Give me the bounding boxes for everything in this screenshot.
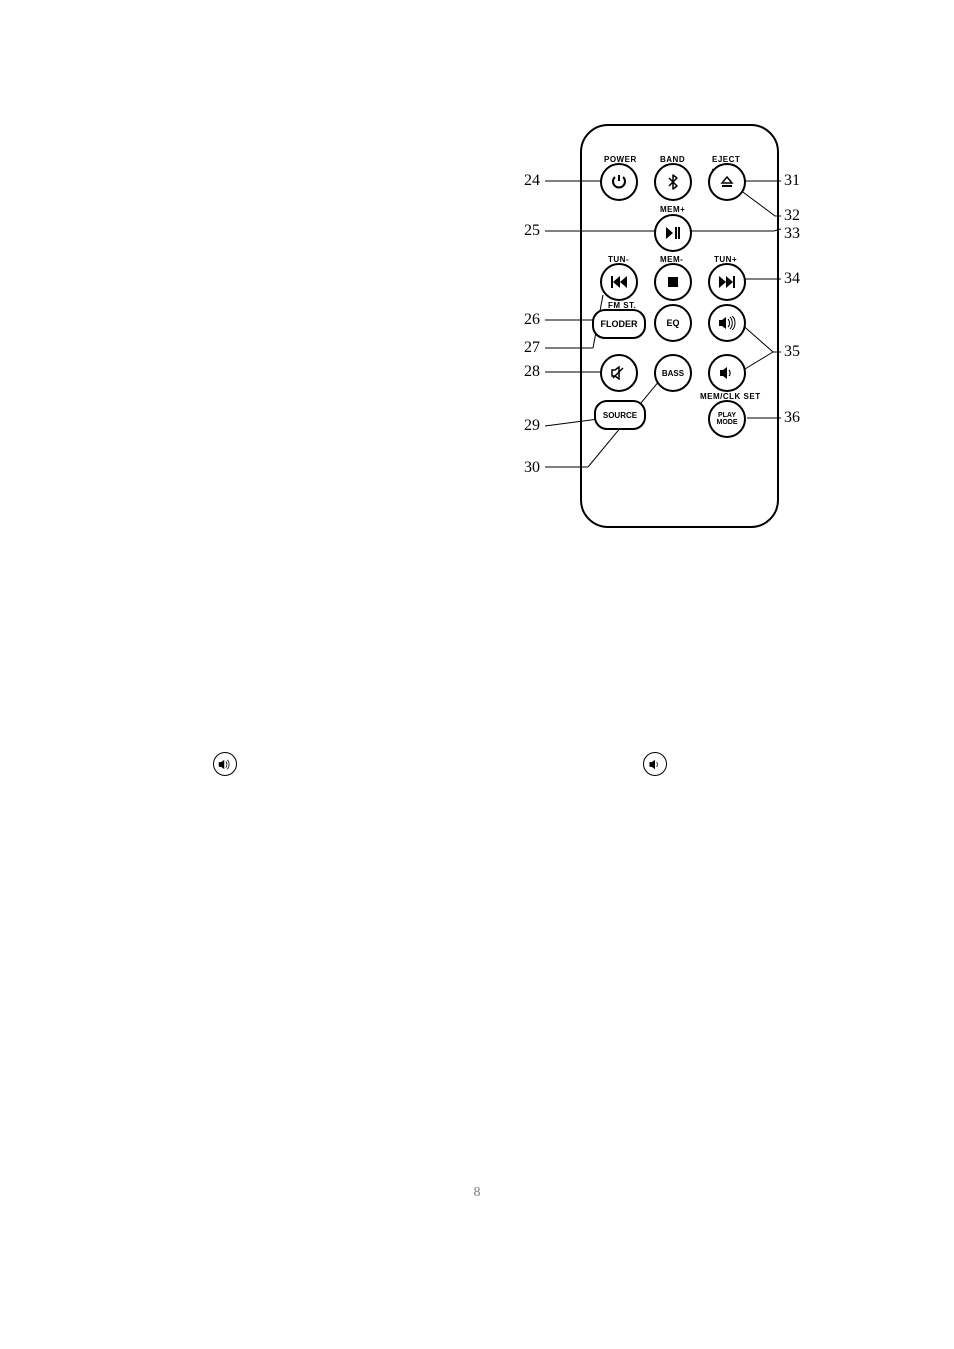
callout-31: 31 (784, 172, 800, 190)
prev-button (600, 263, 638, 301)
prev-icon (611, 276, 627, 288)
callout-29: 29 (524, 417, 540, 435)
eject-icon (720, 175, 734, 189)
callout-24: 24 (524, 172, 540, 190)
mute-icon (611, 366, 627, 380)
stop-button (654, 263, 692, 301)
callout-32: 32 (784, 207, 800, 225)
volume-down-button (708, 354, 746, 392)
callout-36: 36 (784, 409, 800, 427)
callout-26: 26 (524, 311, 540, 329)
label-floder: FLODER (601, 319, 638, 329)
next-icon (719, 276, 735, 288)
volume-up-inline-icon (213, 752, 237, 776)
volume-down-inline-icon (643, 752, 667, 776)
page-number: 8 (0, 1185, 954, 1201)
label-bass: BASS (662, 369, 684, 378)
volume-up-icon (718, 316, 736, 330)
mute-button (600, 354, 638, 392)
manual-page: POWER BAND EJECT MEM+ TUN- MEM- TUN+ FM … (0, 0, 954, 1349)
volume-up-button (708, 304, 746, 342)
callout-27: 27 (524, 339, 540, 357)
stop-icon (667, 276, 679, 288)
bass-button: BASS (654, 354, 692, 392)
eject-button (708, 163, 746, 201)
label-source: SOURCE (603, 411, 637, 420)
play-pause-button (654, 214, 692, 252)
band-button (654, 163, 692, 201)
callout-25: 25 (524, 222, 540, 240)
label-eq: EQ (666, 318, 679, 328)
callout-28: 28 (524, 363, 540, 381)
play-mode-button: PLAY MODE (708, 400, 746, 438)
next-button (708, 263, 746, 301)
power-button (600, 163, 638, 201)
play-pause-icon (665, 226, 681, 240)
label-play-mode-2: MODE (717, 419, 738, 426)
label-play-mode-1: PLAY (718, 412, 736, 419)
floder-button: FLODER (592, 309, 646, 339)
label-mem-plus: MEM+ (660, 205, 685, 214)
volume-down-icon (719, 366, 735, 380)
power-icon (611, 174, 627, 190)
source-button: SOURCE (594, 400, 646, 430)
callout-35: 35 (784, 343, 800, 361)
callout-30: 30 (524, 459, 540, 477)
bluetooth-icon (665, 174, 681, 190)
eq-button: EQ (654, 304, 692, 342)
callout-33: 33 (784, 225, 800, 243)
callout-34: 34 (784, 270, 800, 288)
